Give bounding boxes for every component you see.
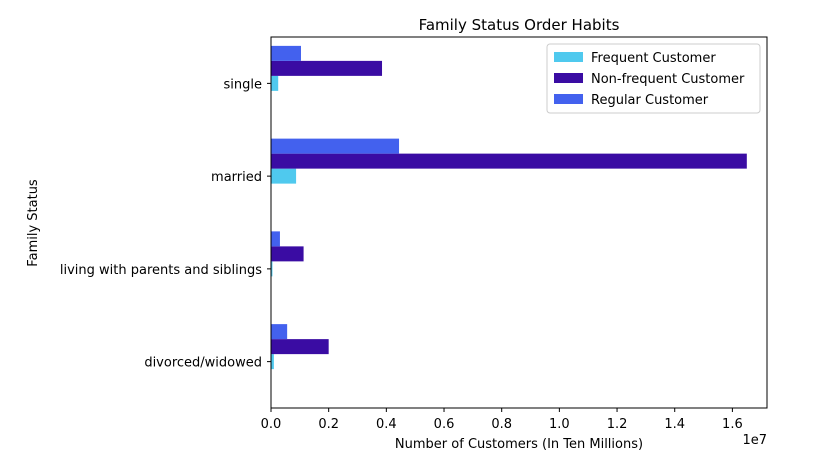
x-tick-label: 0.0 [261,417,282,432]
x-tick-label: 1.4 [664,417,685,432]
x-tick-label: 0.2 [318,417,339,432]
legend-label-frequent-customer: Frequent Customer [591,51,716,66]
x-tick-label: 1.2 [607,417,628,432]
x-tick-label: 1.0 [549,417,570,432]
bar-single-regular-customer [271,45,301,61]
legend: Frequent Customer Non-frequent Customer Re… [546,43,761,114]
bar-married-frequent-customer [271,168,297,184]
bars-group [271,45,747,370]
plot-frame [270,36,768,409]
bar-married-regular-customer [271,138,400,154]
y-axis-label: Family Status [26,179,41,267]
bar-single-non-frequent-customer [271,60,383,76]
y-tick-label: divorced/widowed [144,356,262,371]
bar-living-with-parents-and-siblings-regular-customer [271,231,280,247]
legend-label-regular-customer: Regular Customer [591,93,709,108]
y-tick-label: single [224,77,263,92]
x-tick-label: 0.6 [434,417,455,432]
bar-single-frequent-customer [271,75,279,91]
bar-divorced-widowed-frequent-customer [271,354,274,370]
bar-married-non-frequent-customer [271,153,747,169]
legend-swatch-non-frequent-customer [554,73,583,83]
x-tick-label: 0.8 [491,417,512,432]
x-tick-label: 0.4 [376,417,397,432]
chart-title: Family Status Order Habits [419,16,620,34]
x-tick-label: 1.6 [722,417,743,432]
legend-box [546,43,761,114]
y-axis: divorced/widowed living with parents and … [60,77,271,371]
bar-living-with-parents-and-siblings-non-frequent-customer [271,246,304,262]
x-axis-label: Number of Customers (In Ten Millions) [395,437,643,452]
legend-swatch-frequent-customer [554,52,583,62]
bar-living-with-parents-and-siblings-frequent-customer [271,261,273,277]
y-tick-label: living with parents and siblings [60,263,262,278]
bar-divorced-widowed-regular-customer [271,324,288,340]
bar-divorced-widowed-non-frequent-customer [271,339,329,355]
y-tick-label: married [211,170,262,185]
legend-label-non-frequent-customer: Non-frequent Customer [591,72,745,87]
x-axis: 0.0 0.2 0.4 0.6 0.8 1.0 1.2 1.4 1.6 [261,408,743,432]
x-offset-label: 1e7 [742,433,767,448]
legend-swatch-regular-customer [554,94,583,104]
